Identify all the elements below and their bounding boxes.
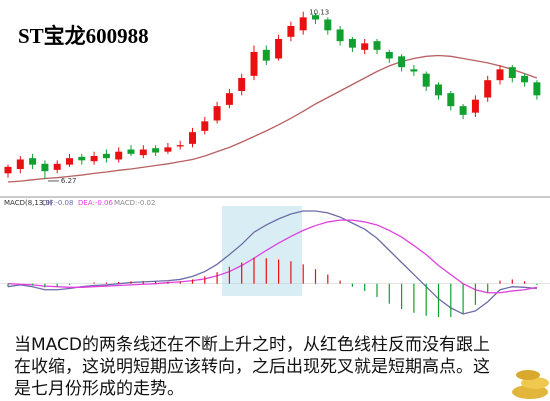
candle-body xyxy=(373,41,381,50)
candle-body xyxy=(213,106,221,121)
candle-body xyxy=(78,156,86,161)
candle-body xyxy=(152,148,160,153)
candle-body xyxy=(410,69,418,72)
candle-body xyxy=(521,75,529,83)
candle-body xyxy=(66,158,73,165)
candle-body xyxy=(4,166,12,174)
indicator-line xyxy=(7,210,537,315)
macd-legend: DIF:-0.08 xyxy=(42,199,73,207)
candle-body xyxy=(139,149,147,156)
candle-body xyxy=(262,49,270,61)
candle-body xyxy=(250,52,258,76)
candle-body xyxy=(361,43,369,50)
candle-body xyxy=(496,69,504,81)
highlight-zone xyxy=(222,206,302,296)
candle-body xyxy=(176,145,184,147)
candle-body xyxy=(447,93,455,107)
candle-body xyxy=(238,78,246,91)
caption-line: 在收缩，这说明短期应该转向，之后出现死叉就是短期高点。这 xyxy=(14,357,490,377)
candle-body xyxy=(336,29,344,42)
coins-decoration xyxy=(512,370,549,399)
candle-body xyxy=(29,158,37,165)
macd-legend: DEA:-0.06 xyxy=(78,199,113,207)
macd-legend: MACD(8,13,9) xyxy=(4,199,53,207)
candle-body xyxy=(299,17,307,31)
candle-body xyxy=(225,93,233,105)
caption-line: 是七月份形成的走势。 xyxy=(14,379,184,399)
candle-body xyxy=(164,147,172,152)
candle-body xyxy=(484,80,492,98)
candle-body xyxy=(533,82,541,96)
candle-body xyxy=(201,121,209,131)
indicator-line xyxy=(7,219,538,294)
candle-body xyxy=(324,19,332,31)
candle-body xyxy=(435,84,442,96)
chart-title: ST宝龙600988 xyxy=(18,24,149,48)
candle-body xyxy=(53,163,61,170)
candle-body xyxy=(348,39,356,48)
candle-body xyxy=(508,67,516,78)
candle-body xyxy=(471,99,479,113)
high-label: 10.13 xyxy=(309,9,329,17)
candle-body xyxy=(189,132,196,144)
candle-body xyxy=(312,15,319,20)
candle-body xyxy=(275,39,283,59)
ma-line xyxy=(7,54,538,183)
candle-body xyxy=(102,153,110,159)
candle-body xyxy=(127,149,135,154)
candle-body xyxy=(385,52,393,59)
candle-body xyxy=(90,156,98,162)
candle-body xyxy=(422,73,430,87)
low-label: 6.27 xyxy=(61,177,77,185)
candle-body xyxy=(115,151,123,160)
candle-body xyxy=(287,26,295,37)
candle-body xyxy=(41,163,49,172)
candle-body xyxy=(398,56,406,68)
caption-line: 当MACD的两条线还在不断上升之时，从红色线柱反而没有跟上 xyxy=(14,335,490,355)
candle-body xyxy=(459,106,467,115)
candle-body xyxy=(16,159,24,169)
macd-legend: MACD:-0.02 xyxy=(114,199,155,207)
